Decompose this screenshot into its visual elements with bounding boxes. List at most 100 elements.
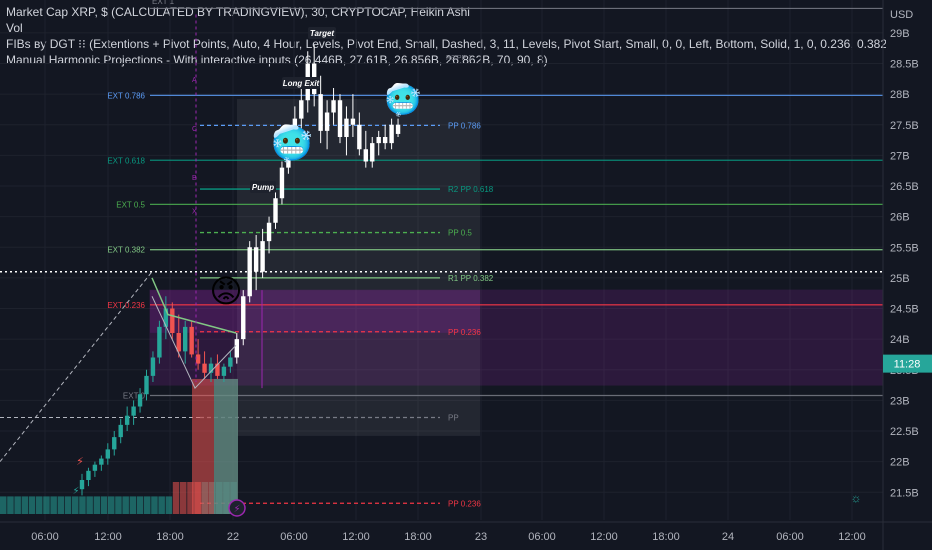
harmonic-point-label: A: [192, 77, 197, 84]
candle-body: [292, 118, 298, 144]
y-tick-label: 26B: [890, 212, 910, 224]
current-price-text: 11:28: [894, 359, 921, 371]
y-tick-label: 22.5B: [890, 426, 919, 438]
x-tick-label: 06:00: [280, 531, 308, 543]
volume-bar: [14, 496, 21, 514]
candle-body: [395, 124, 401, 134]
candle-body: [253, 247, 259, 272]
candle-body: [189, 326, 194, 355]
y-tick-label: 25.5B: [890, 242, 919, 254]
harmonic-point-label: X: [192, 209, 197, 216]
candle-body: [299, 100, 304, 119]
candle-body: [144, 375, 149, 395]
cold-face-emoji: 🥶: [271, 123, 313, 164]
x-tick-label: 06:00: [31, 531, 59, 543]
candle-body: [163, 308, 169, 327]
candle-body: [279, 167, 285, 199]
volume-bar: [144, 496, 151, 514]
candle-body: [331, 100, 336, 113]
volume-bar: [151, 496, 158, 514]
x-tick-label: 24: [722, 531, 734, 543]
event-marker-icon: ⚡: [233, 504, 240, 515]
y-tick-label: 28B: [890, 89, 910, 101]
candle-body: [324, 112, 330, 131]
candle-body: [195, 354, 201, 364]
candle-body: [99, 458, 104, 465]
harmonic-dashed-xa: [0, 271, 153, 462]
candle-body: [286, 143, 291, 168]
volume-bar: [21, 496, 29, 514]
purple-zone: [149, 289, 884, 386]
fib-level-label: EXT 0: [123, 391, 146, 400]
legend-volume[interactable]: Vol: [6, 21, 23, 35]
x-tick-label: 22: [227, 531, 239, 543]
x-tick-label: 12:00: [838, 531, 866, 543]
volume-bar: [57, 496, 65, 514]
long-exit-bg: [282, 77, 320, 89]
candle-body: [170, 308, 175, 333]
gray-zone: [237, 99, 480, 436]
y-tick-label: 28.5B: [890, 59, 919, 71]
candle-body: [150, 357, 156, 376]
candle-body: [208, 363, 214, 373]
x-tick-label: 06:00: [528, 531, 556, 543]
candle-body: [376, 137, 381, 144]
y-tick-label: 26.5B: [890, 181, 919, 193]
candles: [79, 45, 401, 496]
candle-body: [183, 326, 188, 352]
volume-bars: [0, 378, 238, 514]
volume-bar: [115, 496, 122, 514]
volume-bar: [93, 496, 101, 514]
candle-body: [389, 124, 394, 144]
candle-body: [79, 480, 85, 490]
lightning-icon: ⚡: [72, 486, 79, 497]
x-tick-label: 18:00: [156, 531, 184, 543]
sun-icon: ☼: [851, 491, 862, 505]
candle-body: [241, 296, 246, 340]
candle-body: [176, 333, 181, 352]
volume-bar: [79, 496, 86, 514]
pivot-level-label: PP 0.236: [448, 328, 481, 337]
y-tick-label: 24B: [890, 334, 910, 346]
candle-body: [337, 100, 343, 137]
cold-face-emoji: 🥶: [384, 81, 421, 118]
x-tick-label: 06:00: [776, 531, 804, 543]
fib-levels: EXT 0.786 EXT 0.618 EXT 0.5 EXT 0.382 EXT 0.…: [0, 0, 883, 508]
x-tick-label: 12:00: [342, 531, 370, 543]
fib-level-label: EXT 0.5: [116, 200, 145, 209]
target-bg: [308, 27, 336, 39]
volume-bar: [36, 496, 43, 514]
x-tick-label: 18:00: [652, 531, 680, 543]
candle-body: [260, 241, 265, 272]
target-label: Target: [310, 29, 334, 38]
y-tick-label: 25B: [890, 273, 910, 285]
y-tick-label: 27.5B: [890, 120, 919, 132]
candle-body: [118, 424, 123, 438]
candle-body: [247, 247, 252, 297]
volume-bar: [28, 496, 36, 514]
y-tick-label: 21.5B: [890, 487, 919, 499]
annotations: A C B X Long Exit Target Pump 🥶 🥶 😡 ⚡ ⚡ ⚡ ☼: [0, 14, 862, 517]
candle-body: [112, 437, 117, 450]
candle-body: [137, 394, 143, 407]
candle-body: [131, 406, 136, 416]
candle-body: [266, 222, 272, 242]
volume-bar: [64, 496, 72, 514]
pivot-level-label: PP 0.786: [448, 121, 481, 130]
volume-bar: [86, 496, 93, 514]
pump-label: Pump: [252, 183, 274, 192]
candle-body: [105, 449, 110, 459]
pivot-level-label: PP: [448, 414, 459, 423]
candle-body: [215, 363, 220, 376]
volume-bar: [180, 482, 187, 514]
y-tick-label: 22B: [890, 457, 910, 469]
angry-face-emoji: 😡: [209, 273, 242, 309]
zones: [149, 99, 884, 436]
harmonic-wedge-lower: [151, 296, 237, 389]
currency-label: USD: [890, 9, 913, 21]
candle-body: [273, 198, 278, 223]
volume-bar: [187, 482, 194, 514]
candle-body: [350, 118, 356, 125]
